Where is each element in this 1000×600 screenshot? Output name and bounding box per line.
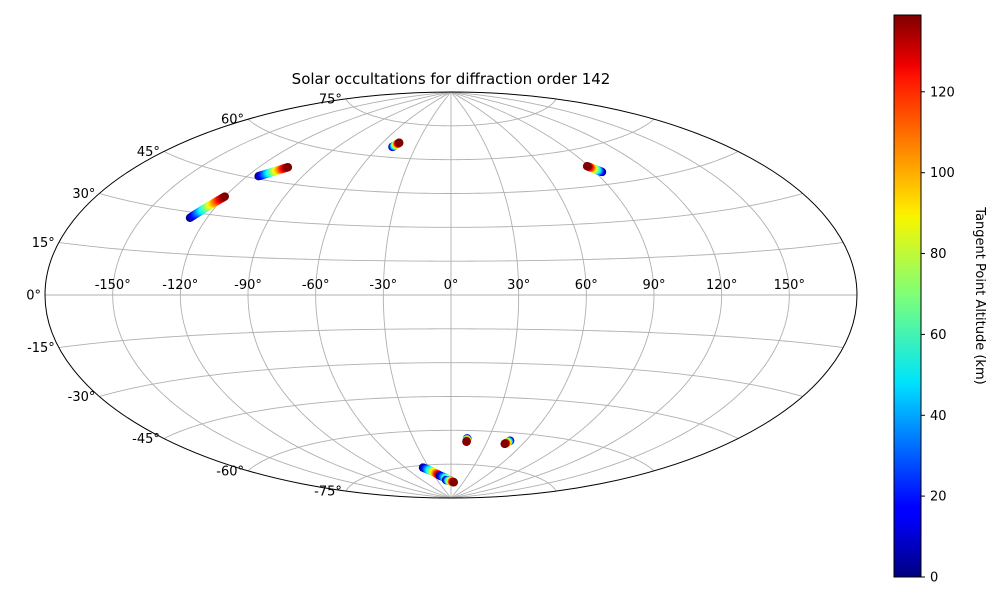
longitude-tick-label: 0° [444,278,459,293]
occultation-point [220,192,230,201]
occultation-point [582,162,592,171]
colorbar-ticks: 0 20 40 60 80 100 120 [921,85,955,586]
longitude-tick-label: -120° [162,278,198,293]
latitude-tick-labels: 75° 60° 45° 30° 15° 0° -15° -30° -45° -60° -75° [26,92,342,499]
longitude-tick-label: -30° [369,278,397,293]
colorbar-tick-label: 20 [930,490,947,505]
latitude-tick-label: -60° [216,464,244,479]
longitude-tick-label: -60° [302,278,330,293]
occultation-point [500,439,509,449]
parallel-line [58,328,844,348]
colorbar-tick-label: 80 [930,247,947,262]
latitude-tick-label: 0° [26,289,41,304]
colorbar: 0 20 40 60 80 100 120 Tangent Point Altitude (… [893,14,987,586]
latitude-tick-label: -45° [132,432,160,447]
occultation-point [283,163,293,172]
colorbar-tick-label: 120 [930,85,955,100]
occultation-point [449,478,459,487]
latitude-tick-label: 30° [72,187,95,202]
parallel-line [247,429,655,472]
occultation-point [462,437,471,446]
parallel-line [345,98,557,127]
colorbar-tick-label: 60 [930,328,947,343]
latitude-tick-label: 60° [221,113,244,128]
occultation-point [395,138,404,147]
longitude-tick-labels: -150° -120° -90° -60° -30° 0° 30° 60° 90° 120° 150… [95,278,805,293]
occultation-points [185,138,607,487]
parallel-line [247,118,655,161]
longitude-tick-label: 150° [774,278,805,293]
parallel-line [58,242,844,262]
longitude-tick-label: 120° [706,278,737,293]
parallel-line [163,396,739,439]
latitude-tick-label: 45° [137,145,160,160]
longitude-tick-label: -150° [95,278,131,293]
chart-title: Solar occultations for diffraction order… [292,70,611,88]
colorbar-label: Tangent Point Altitude (km) [972,206,987,384]
latitude-tick-label: -30° [68,390,96,405]
map-boundary [44,91,858,499]
parallel-line [99,362,803,397]
parallel-line [99,193,803,228]
colorbar-tick-label: 40 [930,409,947,424]
latitude-tick-label: 75° [319,92,342,107]
longitude-tick-label: 90° [642,278,665,293]
colorbar-tick-label: 0 [930,571,938,586]
parallel-line [345,463,557,492]
latitude-tick-label: 15° [32,236,55,251]
longitude-tick-label: 60° [575,278,598,293]
latitude-tick-label: -15° [27,341,55,356]
latitude-tick-label: -75° [314,485,342,500]
colorbar-gradient [893,14,922,578]
parallel-line [163,151,739,194]
colorbar-tick-label: 100 [930,166,955,181]
graticule [45,91,857,499]
longitude-tick-label: -90° [234,278,262,293]
longitude-tick-label: 30° [507,278,530,293]
